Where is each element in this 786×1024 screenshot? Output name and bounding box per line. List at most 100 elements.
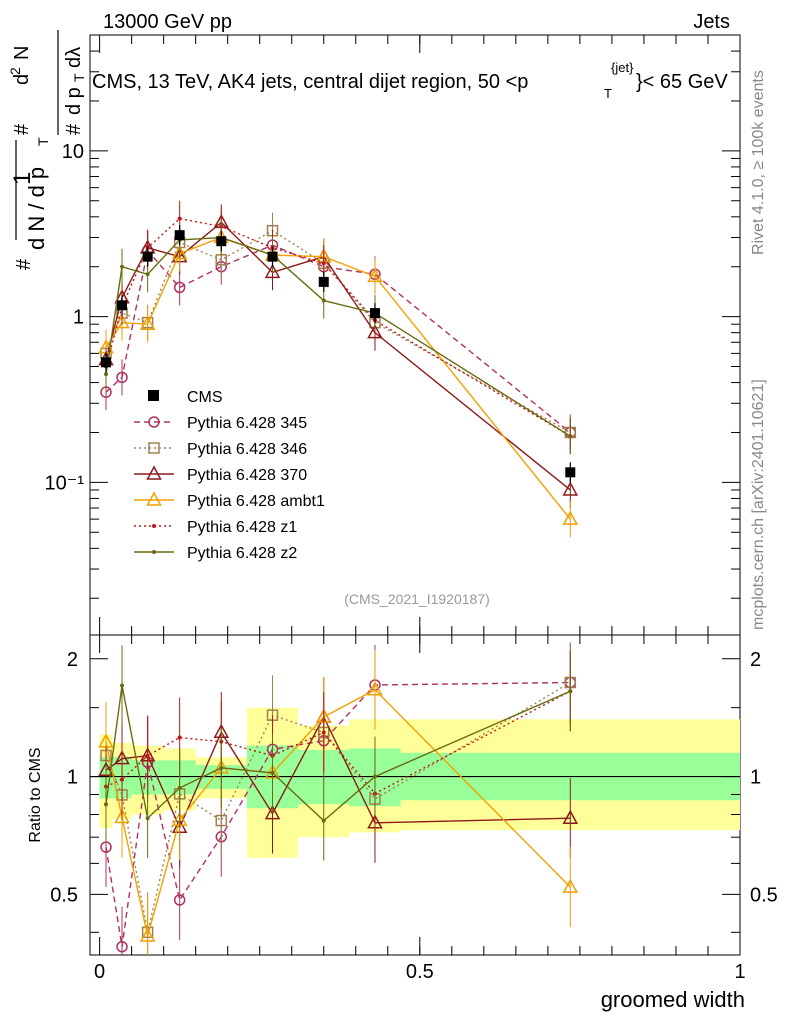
svg-text:#: # (63, 123, 85, 135)
xtick-label: 0.5 (406, 961, 434, 983)
ratio-point (120, 683, 125, 688)
cms-point (216, 236, 227, 247)
cms-point (174, 230, 185, 241)
mc-line-4 (105, 217, 571, 437)
svg-text:T: T (604, 86, 612, 101)
svg-text:T: T (35, 137, 51, 146)
ratio-ytick-label-right: 1 (750, 767, 761, 789)
svg-text:dλ: dλ (63, 47, 85, 68)
legend-entry: Pythia 6.428 370 (134, 465, 307, 484)
svg-text:2: 2 (7, 67, 23, 75)
ratio-point (139, 927, 156, 942)
mc-point (120, 264, 125, 269)
svg-text:CMS, 13 TeV, AK4 jets, central: CMS, 13 TeV, AK4 jets, central dijet reg… (92, 71, 528, 93)
legend-label: Pythia 6.428 346 (187, 441, 307, 458)
mc-point (264, 263, 281, 279)
ratio-ytick-label: 0.5 (50, 884, 78, 906)
ratio-point (120, 777, 125, 782)
rivet-label: Rivet 4.1.0, ≥ 100k events (750, 70, 767, 255)
axes: 10 1 10⁻¹ 2 2 1 1 0.5 0.5 0 0.5 1 (45, 34, 778, 983)
analysis-id: (CMS_2021_I1920187) (344, 591, 490, 607)
x-axis-label: groomed width (601, 987, 745, 1012)
legend-entry: CMS (148, 389, 223, 406)
legend-label: Pythia 6.428 345 (187, 415, 307, 432)
ratio-point (562, 878, 579, 893)
svg-text:N: N (11, 46, 33, 60)
svg-text:d p: d p (63, 87, 85, 115)
svg-text:d N / d p: d N / d p (24, 167, 49, 250)
mc-point (104, 372, 109, 377)
mc-point (568, 434, 573, 439)
mc-point (173, 281, 186, 294)
mcplots-label: mcplots.cern.ch [arXiv:2401.10621] (750, 379, 767, 630)
ratio-ytick-label-right: 0.5 (750, 884, 778, 906)
main-ylabel: # 1 d N / d p T # d 2 N # d p T dλ (7, 30, 87, 270)
ratio-ytick-label: 2 (67, 649, 78, 671)
ratio-point (145, 816, 150, 821)
ratio-point (562, 809, 579, 824)
ratio-ytick-label-right: 2 (750, 649, 761, 671)
cms-point (318, 276, 329, 287)
legend-label: CMS (187, 389, 223, 406)
svg-text:d: d (11, 74, 33, 85)
ratio-line-1 (105, 681, 571, 933)
main-ytick-label: 10⁻¹ (45, 472, 85, 494)
plot-title: CMS, 13 TeV, AK4 jets, central dijet reg… (92, 60, 728, 101)
ratio-point (321, 818, 326, 823)
legend-label: Pythia 6.428 ambt1 (187, 493, 325, 510)
legend-entry: Pythia 6.428 ambt1 (134, 491, 325, 510)
svg-text:#: # (13, 258, 35, 270)
ratio-point (270, 770, 275, 775)
legend-label: Pythia 6.428 z1 (187, 519, 297, 536)
mc-point (116, 371, 128, 384)
legend-entry: Pythia 6.428 z1 (134, 519, 297, 536)
ratio-point (116, 940, 128, 953)
legend-label: Pythia 6.428 z2 (187, 545, 297, 562)
ratio-point (321, 730, 326, 735)
legend-marker (146, 491, 162, 506)
jets-label: Jets (693, 11, 730, 33)
mc-line-5 (105, 236, 571, 437)
collision-label: 13000 GeV pp (103, 11, 232, 33)
ratio-point (372, 774, 377, 779)
xtick-label: 0 (94, 961, 105, 983)
legend-entry: Pythia 6.428 346 (134, 441, 307, 458)
main-plot (98, 200, 579, 538)
ratio-ytick-label: 1 (67, 767, 78, 789)
mc-point (145, 272, 150, 277)
ratio-point (215, 814, 228, 827)
ratio-point (568, 689, 573, 694)
xtick-label: 1 (734, 961, 745, 983)
legend-entry: Pythia 6.428 345 (134, 415, 307, 432)
cms-point (267, 251, 278, 262)
cms-point (142, 251, 153, 262)
mc-point (367, 267, 383, 283)
main-ytick-label: 10 (62, 141, 84, 163)
svg-text:{jet}: {jet} (611, 60, 634, 75)
legend-label: Pythia 6.428 370 (187, 467, 307, 484)
legend-entry: Pythia 6.428 z2 (134, 545, 297, 562)
ratio-point (219, 765, 224, 770)
legend: CMS Pythia 6.428 345 Pythia 6.428 346 Pythi… (134, 389, 325, 562)
legend-marker (146, 465, 162, 480)
legend-marker (148, 416, 160, 428)
legend-marker (152, 550, 156, 554)
legend-marker (152, 524, 156, 528)
mc-line-0 (105, 244, 571, 434)
cms-point (565, 467, 576, 478)
mc-point (139, 315, 156, 330)
cms-point (101, 357, 112, 368)
ratio-point (114, 808, 130, 824)
ratio-point (104, 802, 109, 807)
mc-point (562, 481, 579, 496)
cms-point (117, 300, 128, 311)
mc-point (177, 216, 182, 221)
ratio-point (177, 735, 182, 740)
mc-point (171, 245, 188, 260)
svg-text:#: # (11, 123, 33, 135)
legend-marker (148, 442, 160, 454)
main-ytick-label: 1 (73, 307, 84, 329)
mc-point (562, 510, 579, 525)
ratio-point (264, 804, 281, 820)
